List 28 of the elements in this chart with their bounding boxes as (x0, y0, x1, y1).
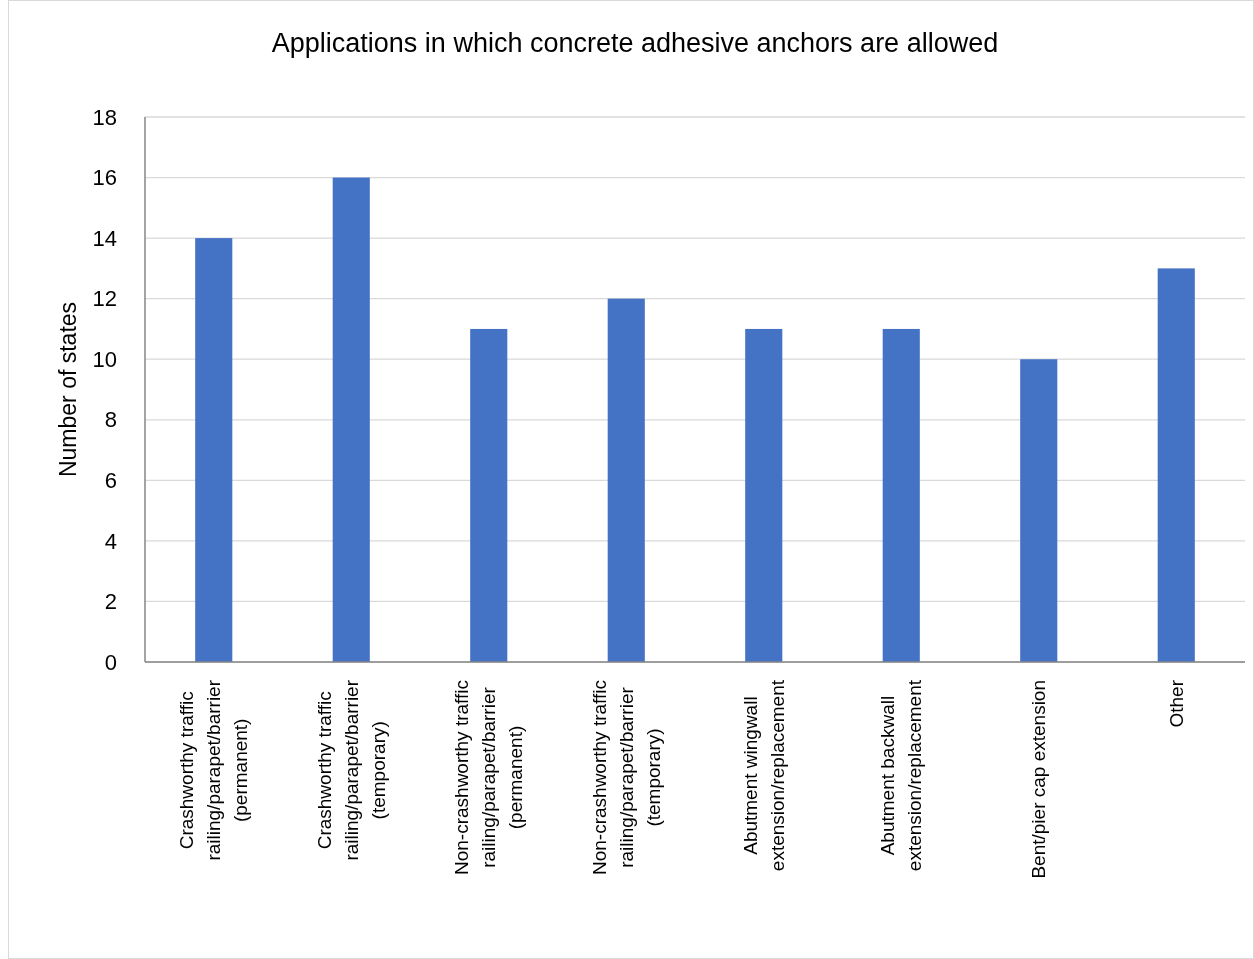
chart-title: Applications in which concrete adhesive anchors are allowed (271, 28, 999, 58)
x-tick-label: Other (1165, 679, 1187, 728)
y-tick-label: 12 (92, 286, 117, 312)
y-tick-label: 18 (92, 104, 117, 130)
x-tick-label: Abutment wingwall extension/replacement (739, 679, 788, 872)
x-tick-label: Abutment backwall extension/replacement (877, 679, 926, 872)
y-tick-label: 6 (104, 468, 117, 494)
bar (1157, 268, 1195, 662)
bar (195, 238, 233, 662)
bar (745, 328, 783, 662)
y-tick-label: 16 (92, 165, 117, 191)
x-tick-label: Bent/pier cap extension (1028, 680, 1050, 879)
y-tick-label: 8 (104, 407, 117, 433)
y-tick-label: 4 (104, 528, 117, 554)
bar (470, 328, 508, 662)
y-tick-label: 10 (92, 346, 117, 372)
y-tick-label: 2 (104, 589, 117, 615)
x-tick-label: Non-crashworthy traffic railing/parapet/barrier (permanent) (451, 680, 527, 875)
x-tick-label: Crashworthy traffic railing/parapet/barrier (permanent) (176, 679, 252, 861)
bar (882, 328, 920, 662)
y-tick-label: 0 (104, 649, 117, 675)
x-tick-label: Non-crashworthy traffic railing/parapet/barrier (temporary) (588, 680, 664, 875)
y-tick-label: 14 (92, 225, 117, 251)
y-axis-title: Number of states (55, 301, 81, 478)
x-tick-label: Crashworthy traffic railing/parapet/barrier (temporary) (313, 679, 389, 861)
bar (1020, 359, 1058, 662)
bar (607, 298, 645, 662)
bar (332, 177, 370, 662)
